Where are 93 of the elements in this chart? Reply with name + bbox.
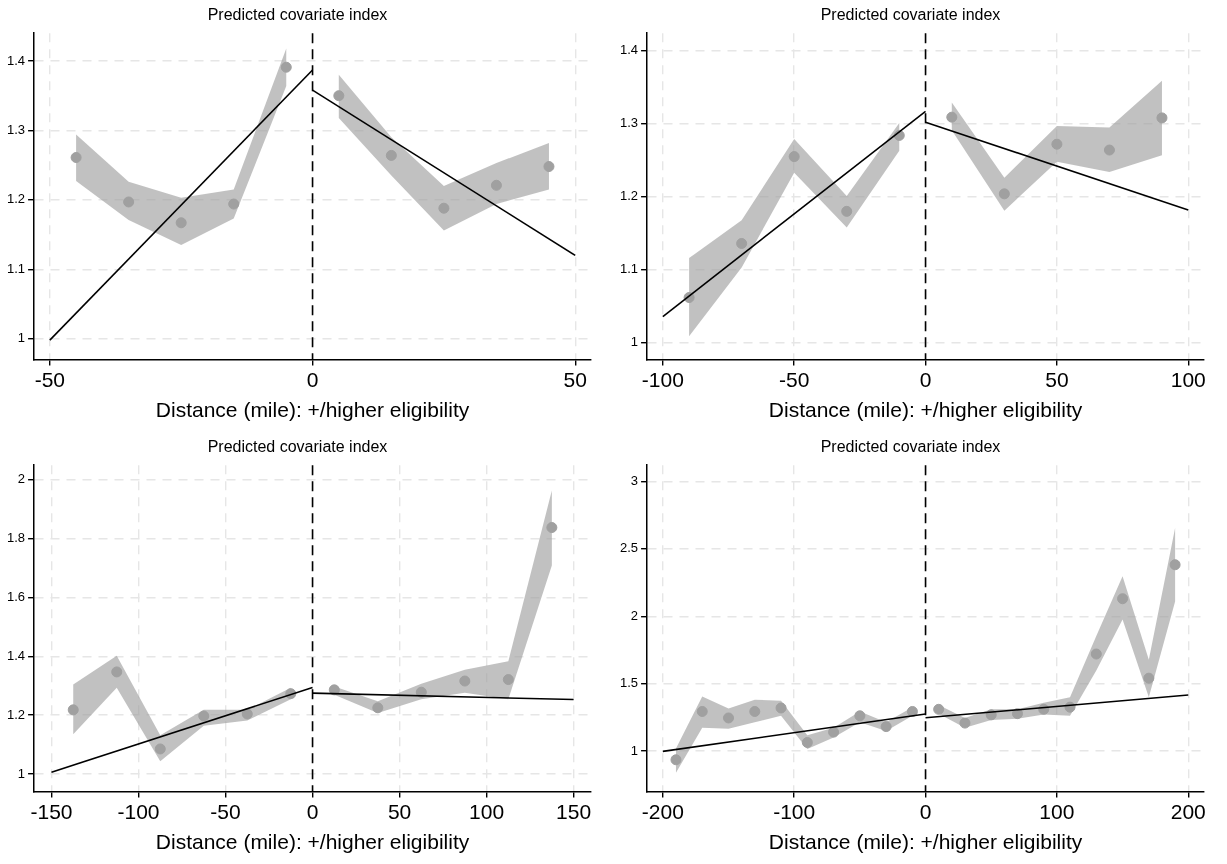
point — [333, 90, 345, 102]
point — [670, 754, 682, 766]
chart-title: Predicted covariate index — [207, 6, 388, 24]
chart-title: Predicted covariate index — [820, 6, 1001, 24]
y-tick-label: 3 — [630, 472, 639, 488]
y-tick-label: 1.3 — [619, 115, 639, 131]
point — [175, 217, 187, 229]
point — [280, 61, 292, 73]
x-axis-title: Distance (mile): +/higher eligibility — [155, 398, 470, 422]
point — [459, 675, 471, 687]
x-tick-label: 100 — [469, 800, 505, 823]
x-tick-label: 50 — [563, 368, 587, 391]
y-tick-label: 1 — [630, 742, 639, 758]
point — [67, 704, 79, 716]
point — [736, 238, 748, 249]
point — [1156, 112, 1168, 124]
point — [1169, 559, 1181, 571]
point — [723, 712, 735, 724]
point — [228, 198, 240, 210]
point — [841, 205, 853, 217]
y-tick-label: 1.4 — [619, 42, 639, 58]
y-tick-label: 1.1 — [619, 261, 639, 277]
point — [1143, 672, 1155, 684]
x-tick-label: 0 — [306, 800, 319, 823]
y-tick-label: 1.2 — [6, 706, 26, 722]
point — [198, 710, 210, 722]
x-tick-label: 100 — [1039, 800, 1075, 823]
point — [749, 705, 761, 717]
y-tick-label: 1.4 — [6, 52, 26, 68]
point — [1103, 144, 1115, 156]
point — [1051, 138, 1063, 150]
point — [828, 726, 840, 738]
point — [154, 743, 166, 755]
point — [328, 684, 340, 696]
x-tick-label: 150 — [556, 800, 592, 823]
point — [946, 111, 958, 123]
y-tick-label: 1 — [17, 765, 26, 781]
chart-title: Predicted covariate index — [820, 438, 1001, 456]
y-tick-label: 2 — [630, 607, 639, 623]
point — [490, 179, 502, 191]
x-tick-label: -100 — [773, 800, 816, 823]
point — [546, 522, 558, 534]
x-tick-label: 50 — [387, 800, 412, 823]
y-tick-label: 1 — [630, 334, 639, 350]
x-tick-label: 0 — [919, 368, 932, 391]
y-tick-label: 1.5 — [619, 675, 639, 691]
y-tick-label: 1.1 — [6, 260, 26, 276]
point — [906, 705, 918, 717]
x-tick-label: -100 — [117, 800, 160, 823]
point — [801, 737, 813, 749]
point — [959, 717, 971, 729]
y-tick-label: 1.8 — [6, 530, 26, 546]
point — [696, 705, 708, 717]
point — [933, 703, 945, 715]
x-tick-label: -100 — [641, 368, 684, 391]
y-tick-label: 1.2 — [619, 188, 639, 204]
y-tick-label: 2.5 — [619, 540, 639, 556]
point — [543, 161, 555, 173]
x-tick-label: -50 — [779, 368, 810, 391]
point — [880, 721, 892, 733]
x-axis-title: Distance (mile): +/higher eligibility — [155, 830, 470, 854]
point — [1117, 593, 1129, 605]
point — [788, 151, 800, 163]
x-axis-title: Distance (mile): +/higher eligibility — [768, 830, 1083, 854]
point — [111, 666, 123, 678]
y-tick-label: 1.6 — [6, 589, 26, 605]
point — [70, 152, 82, 164]
point — [438, 202, 450, 214]
point — [998, 188, 1010, 200]
x-tick-label: 50 — [1045, 368, 1069, 391]
x-tick-label: 0 — [306, 368, 319, 391]
point — [241, 708, 253, 720]
point — [854, 710, 866, 722]
y-tick-label: 1.4 — [6, 647, 26, 663]
y-tick-label: 1 — [17, 330, 26, 346]
point — [372, 702, 384, 714]
x-tick-label: -50 — [210, 800, 241, 823]
x-tick-label: 200 — [1170, 800, 1206, 823]
point — [775, 702, 787, 714]
y-tick-label: 2 — [17, 471, 26, 487]
chart-title: Predicted covariate index — [207, 438, 388, 456]
point — [123, 196, 135, 208]
y-tick-label: 1.2 — [6, 191, 26, 207]
y-tick-label: 1.3 — [6, 122, 26, 137]
x-axis-title: Distance (mile): +/higher eligibility — [768, 398, 1083, 422]
x-tick-label: -50 — [34, 368, 66, 391]
x-tick-label: 0 — [919, 800, 932, 823]
x-tick-label: -200 — [641, 800, 684, 823]
x-tick-label: 100 — [1170, 368, 1206, 391]
x-tick-label: -150 — [30, 800, 73, 823]
point — [385, 149, 397, 161]
point — [502, 674, 514, 686]
point — [1090, 648, 1102, 660]
